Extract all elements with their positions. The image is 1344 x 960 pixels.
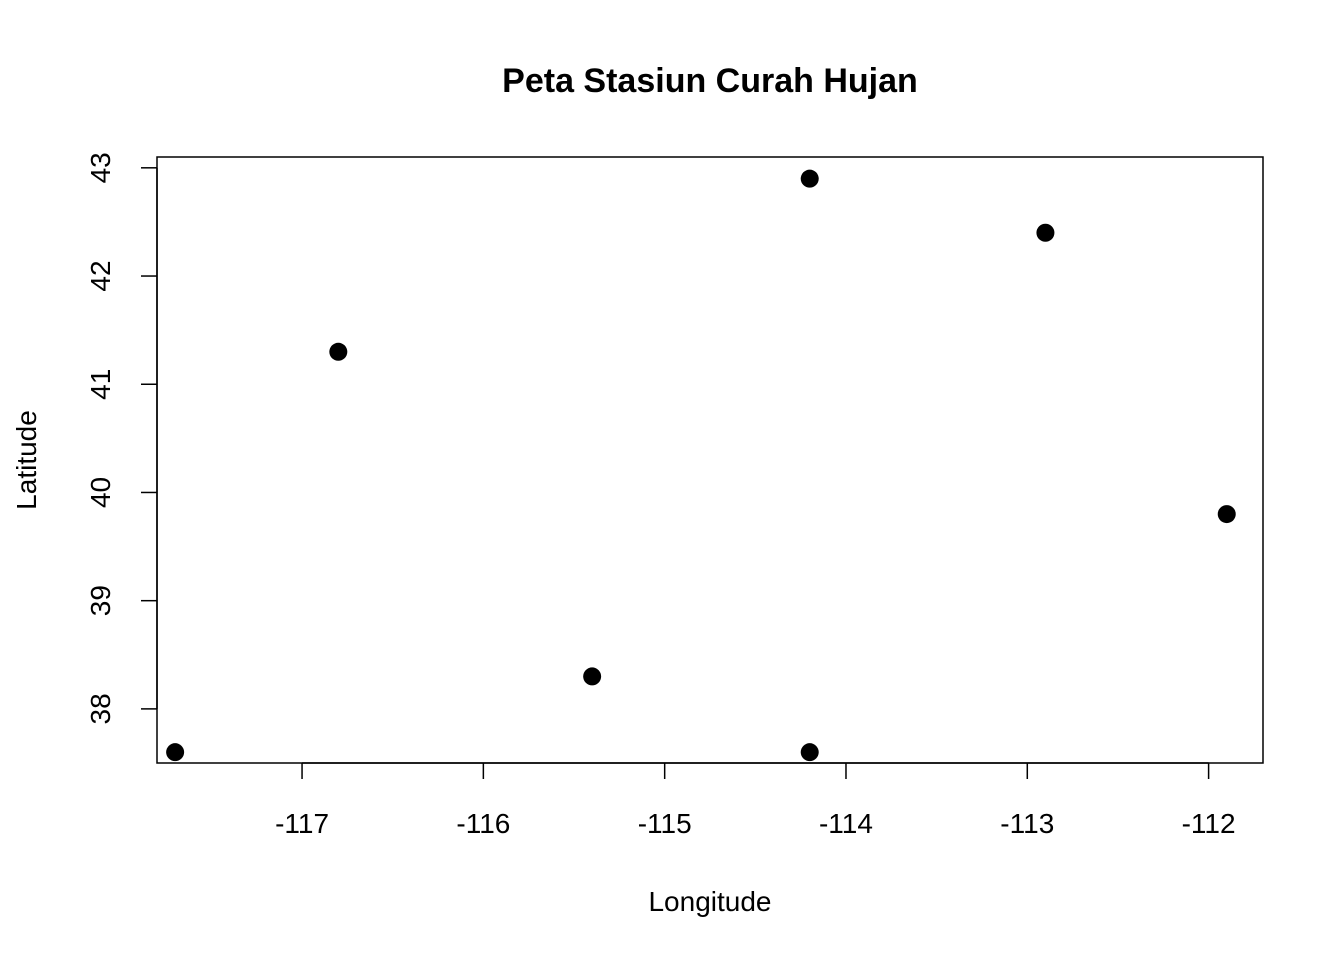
data-point bbox=[329, 342, 348, 361]
x-axis: -117 -116 -115 -114 -113 -112 bbox=[275, 762, 1236, 839]
x-tick-label: -115 bbox=[638, 808, 692, 839]
x-tick-label: -114 bbox=[819, 808, 873, 839]
chart-title: Peta Stasiun Curah Hujan bbox=[502, 62, 918, 100]
data-point bbox=[166, 743, 185, 762]
x-axis-label: Longitude bbox=[648, 886, 771, 917]
y-tick-label: 41 bbox=[85, 369, 116, 400]
x-tick-label: -113 bbox=[1000, 808, 1054, 839]
y-axis-label: Latitude bbox=[11, 410, 42, 510]
data-points bbox=[166, 169, 1236, 762]
x-tick-label: -116 bbox=[456, 808, 510, 839]
x-tick-label: -112 bbox=[1182, 808, 1236, 839]
y-tick-label: 39 bbox=[85, 585, 116, 616]
data-point bbox=[1036, 223, 1055, 242]
data-point bbox=[583, 667, 602, 686]
x-tick-label: -117 bbox=[275, 808, 329, 839]
data-point bbox=[1217, 505, 1236, 524]
y-axis: 38 39 40 41 42 43 bbox=[85, 152, 158, 724]
y-tick-label: 43 bbox=[85, 152, 116, 183]
y-tick-label: 42 bbox=[85, 260, 116, 291]
data-point bbox=[800, 743, 819, 762]
y-tick-label: 40 bbox=[85, 477, 116, 508]
data-point bbox=[800, 169, 819, 188]
y-tick-label: 38 bbox=[85, 693, 116, 724]
